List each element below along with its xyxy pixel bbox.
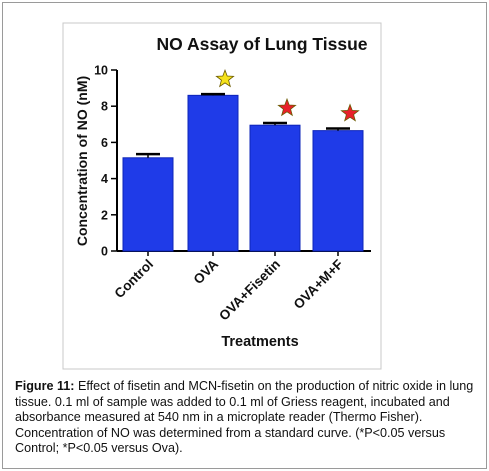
star-marker bbox=[277, 97, 297, 117]
bar bbox=[312, 130, 364, 252]
star-marker bbox=[340, 103, 360, 122]
y-axis-label: Concentration of NO (nM) bbox=[74, 76, 90, 246]
star-marker bbox=[215, 68, 235, 88]
y-tick-label: 0 bbox=[101, 245, 108, 259]
y-tick-label: 4 bbox=[101, 172, 108, 186]
bar bbox=[187, 94, 239, 252]
x-axis-label: Treatments bbox=[221, 334, 298, 350]
chart-title: NO Assay of Lung Tissue bbox=[156, 34, 367, 54]
markers-group bbox=[215, 68, 360, 122]
y-tick-label: 10 bbox=[94, 64, 108, 78]
caption-text: Effect of fisetin and MCN-fisetin on the… bbox=[15, 379, 474, 455]
bar-chart: NO Assay of Lung Tissue Concentration of… bbox=[62, 22, 382, 370]
y-tick-label: 2 bbox=[101, 208, 108, 222]
y-tick-label: 6 bbox=[101, 136, 108, 150]
bars-group bbox=[122, 92, 364, 252]
bar bbox=[249, 124, 301, 252]
figure-caption: Figure 11: Effect of fisetin and MCN-fis… bbox=[15, 379, 479, 457]
bar bbox=[122, 157, 174, 252]
caption-label: Figure 11: bbox=[15, 379, 75, 393]
chart-container: NO Assay of Lung Tissue Concentration of… bbox=[3, 3, 486, 375]
y-tick-label: 8 bbox=[101, 100, 108, 114]
